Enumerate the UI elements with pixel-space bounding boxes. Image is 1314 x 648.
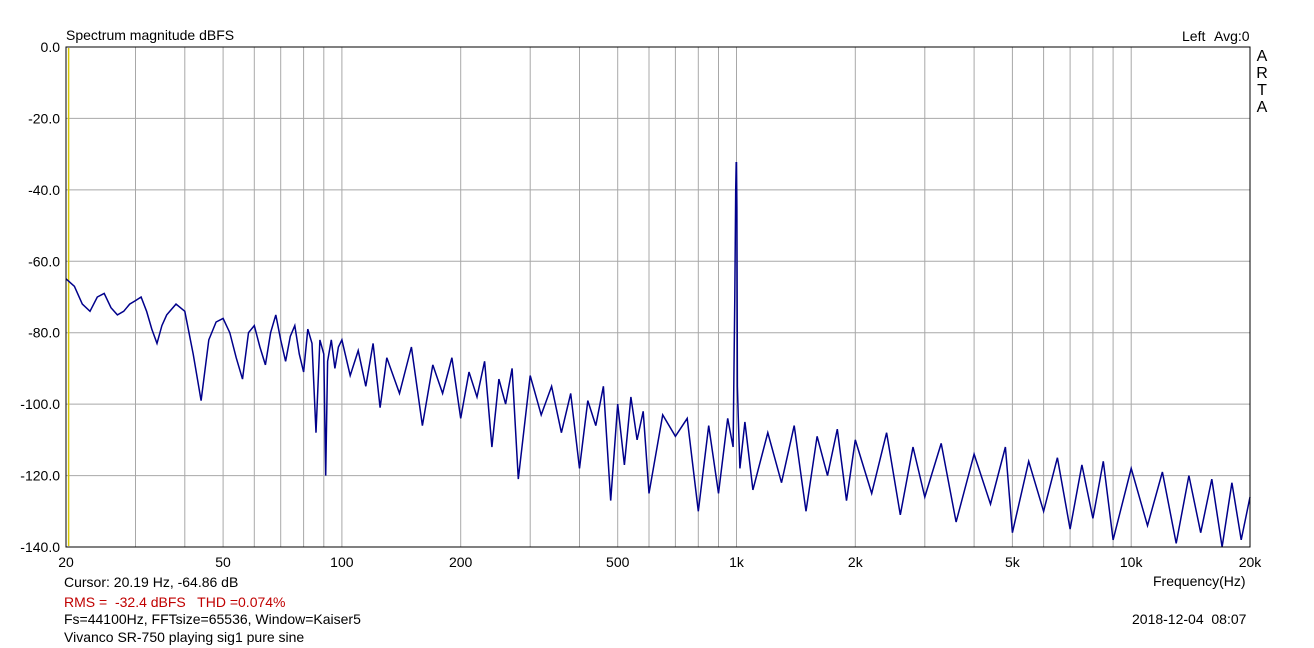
avg-label: Avg:0 (1214, 28, 1250, 44)
channel-label: Left (1182, 28, 1206, 44)
x-tick-label: 50 (215, 554, 231, 570)
x-tick-label: 20 (58, 554, 74, 570)
rms-thd-readout: RMS = -32.4 dBFS THD =0.074% (64, 594, 286, 610)
x-tick-label: 10k (1120, 554, 1144, 570)
cursor-readout: Cursor: 20.19 Hz, -64.86 dB (64, 574, 239, 590)
brand-logo: A R T A (1255, 48, 1269, 116)
y-axis-labels: 0.0 -20.0 -40.0 -60.0 -80.0 -100.0 -120.0 -140.… (20, 39, 60, 555)
measurement-settings: Fs=44100Hz, FFTsize=65536, Window=Kaiser… (64, 611, 361, 627)
y-tick-label: 0.0 (41, 39, 61, 55)
x-axis-labels: 20 50 100 200 500 1k 2k 5k 10k 20k (58, 554, 1262, 570)
series-line-spectrum (65, 161, 1251, 548)
y-tick-label: -20.0 (28, 110, 60, 126)
brand-letter: A (1256, 48, 1268, 65)
x-tick-label: 2k (848, 554, 864, 570)
x-tick-label: 20k (1239, 554, 1263, 570)
timestamp: 2018-12-04 08:07 (1132, 611, 1247, 627)
grid (66, 47, 1250, 547)
y-tick-label: -120.0 (20, 468, 60, 484)
y-tick-label: -80.0 (28, 325, 60, 341)
x-tick-label: 500 (606, 554, 630, 570)
brand-letter: A (1256, 99, 1268, 116)
x-tick-label: 200 (449, 554, 473, 570)
x-tick-label: 100 (330, 554, 354, 570)
measurement-description: Vivanco SR-750 playing sig1 pure sine (64, 629, 305, 645)
chart-title: Spectrum magnitude dBFS (66, 27, 235, 43)
brand-letter: T (1257, 82, 1267, 99)
x-tick-label: 5k (1005, 554, 1021, 570)
x-tick-label: 1k (729, 554, 745, 570)
brand-letter: R (1256, 65, 1268, 82)
y-tick-label: -40.0 (28, 182, 60, 198)
y-tick-label: -60.0 (28, 253, 60, 269)
y-tick-label: -100.0 (20, 396, 60, 412)
plot-frame (65, 46, 1251, 548)
y-tick-label: -140.0 (20, 539, 60, 555)
x-axis-title: Frequency(Hz) (1153, 573, 1246, 589)
